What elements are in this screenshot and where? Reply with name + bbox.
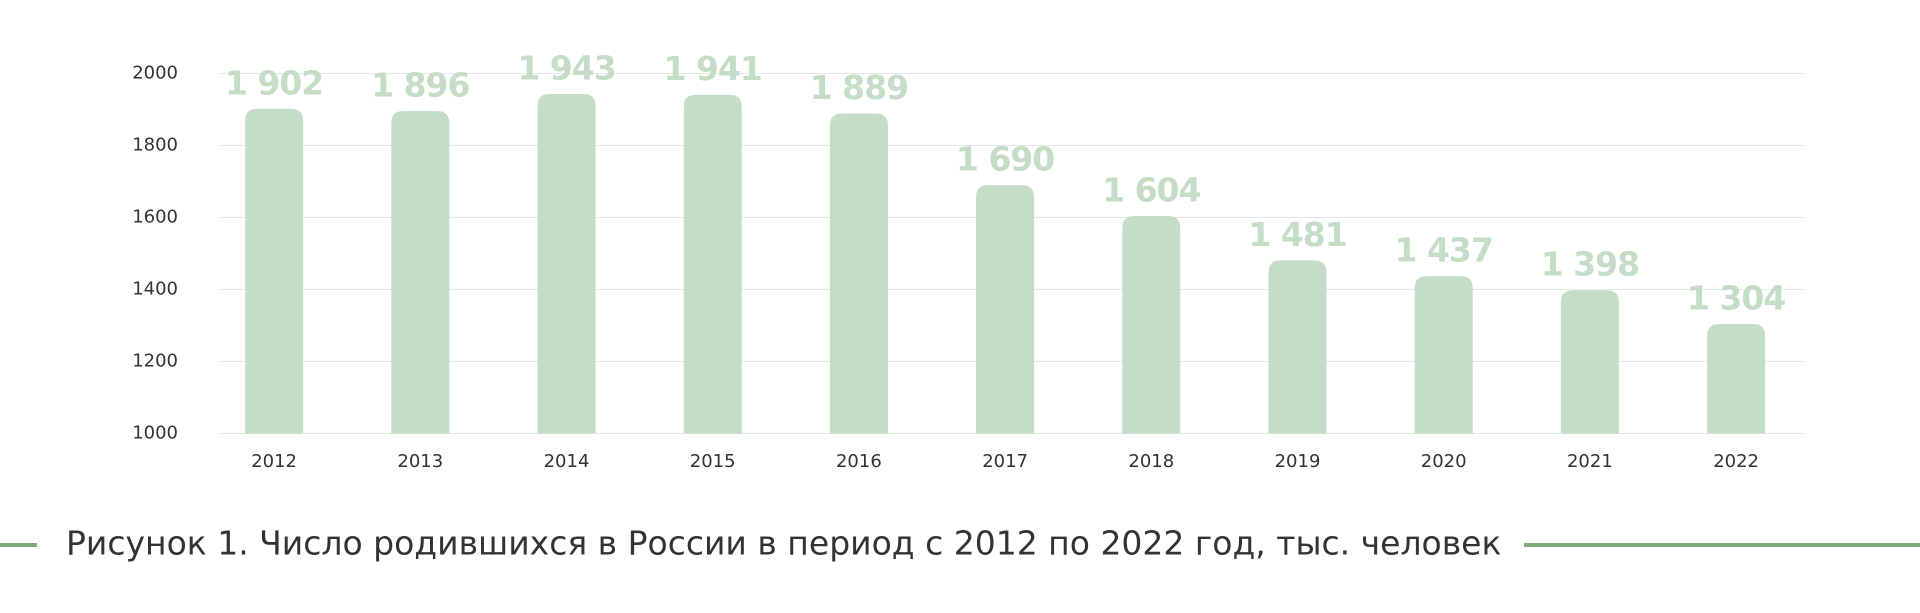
x-tick-label: 2015 xyxy=(690,451,736,472)
y-tick-label: 1600 xyxy=(132,207,178,228)
bar xyxy=(1414,276,1473,434)
x-tick-label: 2012 xyxy=(251,451,297,472)
bar xyxy=(1268,260,1327,434)
value-label: 1 398 xyxy=(1541,245,1639,284)
bar xyxy=(976,185,1035,434)
caption: Рисунок 1. Число родившихся в России в п… xyxy=(66,524,1501,563)
bar xyxy=(1560,290,1619,434)
bar xyxy=(1707,324,1766,434)
bar xyxy=(829,113,888,434)
x-tick-label: 2016 xyxy=(836,451,882,472)
y-tick-label: 1400 xyxy=(132,279,178,300)
bar xyxy=(391,110,450,434)
bar xyxy=(683,94,742,434)
value-label: 1 437 xyxy=(1395,231,1493,270)
x-tick-label: 2018 xyxy=(1128,451,1174,472)
x-tick-label: 2017 xyxy=(982,451,1028,472)
y-tick-label: 2000 xyxy=(132,63,178,84)
value-label: 1 941 xyxy=(664,49,762,88)
value-label: 1 889 xyxy=(810,68,908,107)
bar xyxy=(537,94,596,434)
x-tick-label: 2019 xyxy=(1275,451,1321,472)
y-tick-label: 1000 xyxy=(132,423,178,444)
value-label: 1 902 xyxy=(225,63,323,102)
value-label: 1 690 xyxy=(956,140,1054,179)
x-tick-label: 2020 xyxy=(1421,451,1467,472)
value-label: 1 304 xyxy=(1687,279,1785,318)
value-label: 1 604 xyxy=(1102,171,1200,210)
x-tick-label: 2013 xyxy=(397,451,443,472)
value-label: 1 896 xyxy=(371,65,469,104)
value-label: 1 943 xyxy=(517,49,615,88)
value-label: 1 481 xyxy=(1248,215,1346,254)
bar xyxy=(245,108,304,434)
bar xyxy=(1122,216,1181,434)
x-tick-label: 2014 xyxy=(544,451,590,472)
x-tick-label: 2022 xyxy=(1713,451,1759,472)
x-tick-label: 2021 xyxy=(1567,451,1613,472)
y-tick-label: 1200 xyxy=(132,351,178,372)
y-tick-label: 1800 xyxy=(132,135,178,156)
